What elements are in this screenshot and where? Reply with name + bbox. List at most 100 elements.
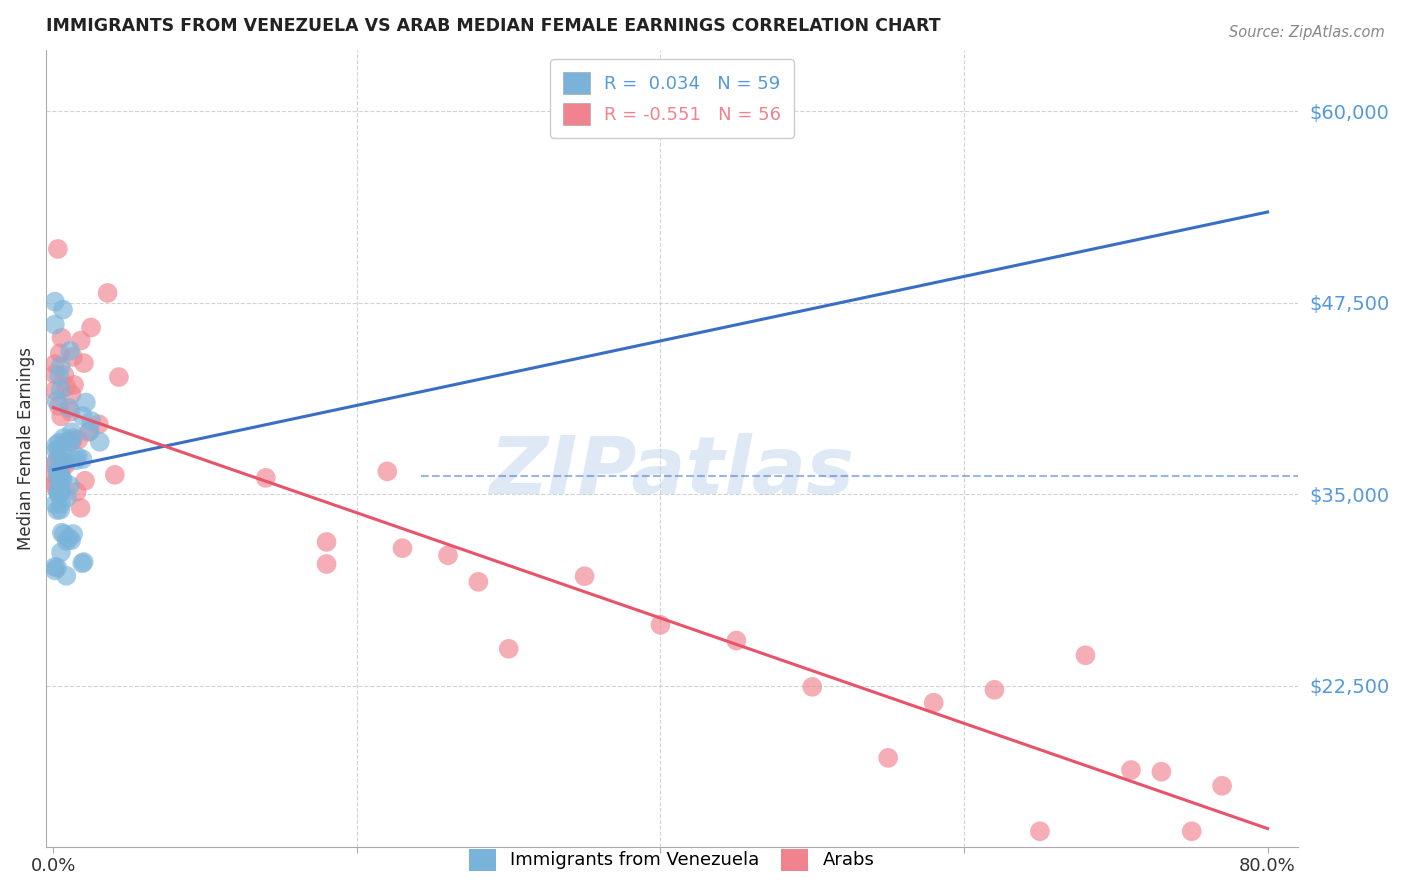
Point <box>53 450 76 465</box>
Point <box>1119 763 1142 777</box>
Point <box>73 555 96 569</box>
Point <box>46 242 69 256</box>
Point <box>498 641 520 656</box>
Point <box>49 502 72 516</box>
Point <box>48 442 70 457</box>
Text: IMMIGRANTS FROM VENEZUELA VS ARAB MEDIAN FEMALE EARNINGS CORRELATION CHART: IMMIGRANTS FROM VENEZUELA VS ARAB MEDIAN… <box>46 17 941 35</box>
Point <box>65 453 87 467</box>
Point <box>52 302 75 317</box>
Point <box>77 425 100 439</box>
Point <box>56 533 79 548</box>
Point <box>49 545 72 559</box>
Point <box>49 486 72 500</box>
Point <box>49 483 72 498</box>
Legend: Immigrants from Venezuela, Arabs: Immigrants from Venezuela, Arabs <box>458 838 886 881</box>
Point <box>44 457 66 471</box>
Point <box>48 368 70 383</box>
Point <box>46 468 69 483</box>
Point <box>650 618 672 632</box>
Point <box>315 535 337 549</box>
Point <box>49 383 72 397</box>
Point <box>801 680 824 694</box>
Point <box>44 368 66 382</box>
Point <box>375 464 398 478</box>
Point <box>104 467 127 482</box>
Point <box>391 541 413 556</box>
Point <box>62 350 84 364</box>
Point <box>51 454 73 468</box>
Point <box>72 409 94 423</box>
Point <box>44 357 66 371</box>
Point <box>922 696 945 710</box>
Point <box>53 368 76 382</box>
Point <box>254 471 277 485</box>
Point <box>44 476 66 491</box>
Point <box>55 380 77 394</box>
Point <box>69 334 91 348</box>
Point <box>45 438 67 452</box>
Point <box>63 377 86 392</box>
Point <box>72 452 94 467</box>
Point <box>51 472 73 486</box>
Point <box>52 473 75 487</box>
Point <box>80 320 103 334</box>
Point <box>49 346 72 360</box>
Point <box>1029 824 1052 838</box>
Point <box>315 557 337 571</box>
Point <box>75 395 97 409</box>
Point <box>48 487 70 501</box>
Point <box>49 359 72 373</box>
Point <box>45 456 67 470</box>
Point <box>53 527 76 541</box>
Point <box>574 569 596 583</box>
Point <box>87 417 110 432</box>
Point <box>51 459 73 474</box>
Point <box>44 294 66 309</box>
Point <box>44 318 66 332</box>
Point <box>44 467 66 482</box>
Point <box>60 387 83 401</box>
Point <box>467 574 489 589</box>
Point <box>89 434 111 449</box>
Point <box>44 479 66 493</box>
Point <box>49 409 72 424</box>
Point <box>108 370 131 384</box>
Point <box>97 285 120 300</box>
Point <box>56 435 79 450</box>
Point <box>59 405 82 419</box>
Point <box>44 384 66 398</box>
Point <box>80 414 103 428</box>
Point <box>51 525 73 540</box>
Point <box>58 401 80 415</box>
Text: Source: ZipAtlas.com: Source: ZipAtlas.com <box>1229 25 1385 40</box>
Point <box>49 469 72 483</box>
Point <box>51 497 73 511</box>
Point <box>52 431 75 445</box>
Point <box>46 503 69 517</box>
Point <box>46 450 69 464</box>
Point <box>60 533 83 548</box>
Point <box>62 527 84 541</box>
Point <box>53 458 76 473</box>
Point <box>45 394 67 409</box>
Point <box>437 549 460 563</box>
Point <box>60 434 83 448</box>
Point <box>44 559 66 574</box>
Point <box>56 490 79 504</box>
Point <box>48 399 70 413</box>
Point <box>67 433 90 447</box>
Point <box>70 556 93 570</box>
Point <box>46 560 69 574</box>
Point <box>66 484 89 499</box>
Point <box>59 343 82 358</box>
Point <box>69 500 91 515</box>
Point <box>1074 648 1097 663</box>
Point <box>62 431 84 445</box>
Point <box>44 563 66 577</box>
Point <box>45 443 67 458</box>
Point <box>1211 779 1233 793</box>
Point <box>877 751 900 765</box>
Point <box>58 531 80 545</box>
Text: ZIPatlas: ZIPatlas <box>489 434 855 511</box>
Point <box>983 682 1005 697</box>
